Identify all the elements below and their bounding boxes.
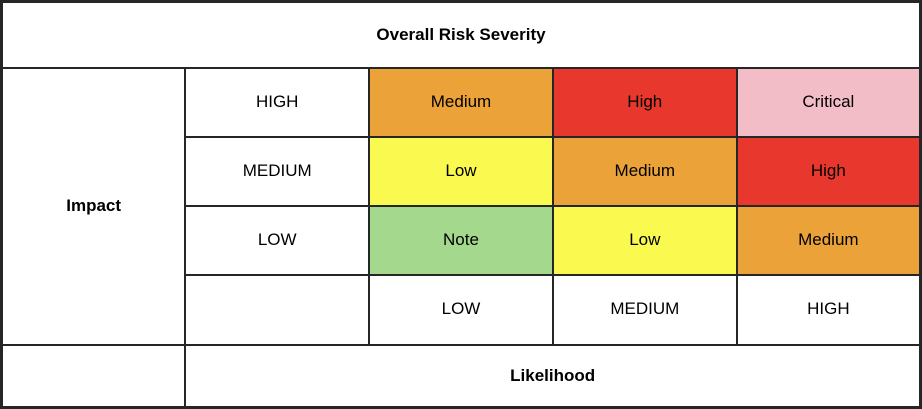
likelihood-scale-row: LOW MEDIUM HIGH [2,273,922,346]
impact-row-low: LOW Note Low Medium [2,204,922,276]
header-row: Overall Risk Severity [0,0,922,69]
severity-cell-low-low: Note [368,204,554,276]
impact-row-medium: MEDIUM Low Medium High [2,135,922,207]
severity-cell-high-high: Critical [735,66,922,138]
severity-cell-low-high: Medium [735,204,922,276]
empty-cell [0,343,187,409]
severity-cell-high-medium: High [551,66,738,138]
likelihood-level-label-medium: MEDIUM [551,273,738,346]
impact-level-label-medium: MEDIUM [184,135,371,207]
footer-row: Likelihood [0,343,922,409]
empty-cell [184,273,371,346]
impact-row-high: Impact HIGH Medium High Critical [0,66,922,346]
severity-cell-medium-low: Low [368,135,554,207]
severity-cell-low-medium: Low [551,204,738,276]
likelihood-level-label-low: LOW [368,273,554,346]
severity-cell-high-low: Medium [368,66,554,138]
impact-axis-label: Impact [0,66,187,346]
impact-level-label-high: HIGH [184,66,371,138]
severity-cell-medium-high: High [735,135,922,207]
impact-level-label-low: LOW [184,204,371,276]
likelihood-axis-label: Likelihood [184,343,922,409]
likelihood-level-label-high: HIGH [735,273,922,346]
matrix-title: Overall Risk Severity [0,0,922,69]
severity-cell-medium-medium: Medium [551,135,738,207]
